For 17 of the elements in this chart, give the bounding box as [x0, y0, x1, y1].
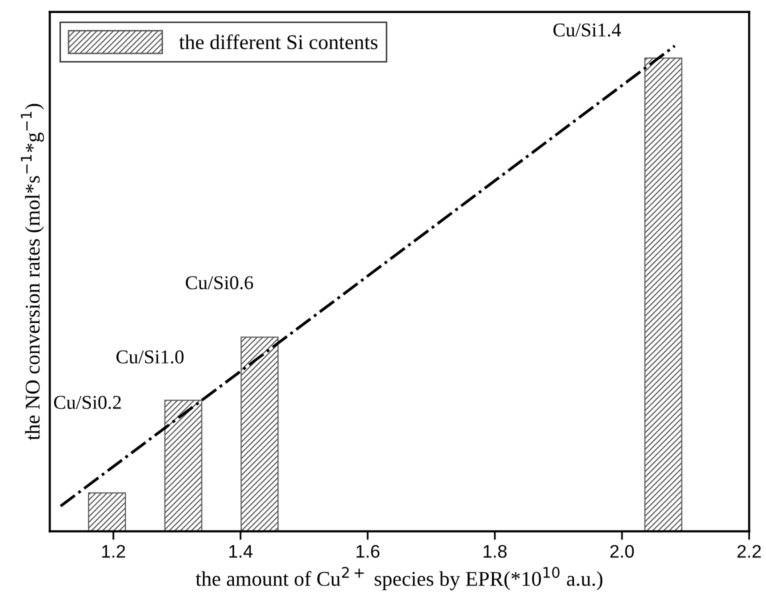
- bar: [164, 400, 202, 532]
- annotation: Cu/Si1.0: [116, 350, 184, 364]
- x-tick-label: 2.2: [738, 545, 761, 558]
- x-axis-title: the amount of Cu$^{2+}$ species by EPR(*10$^{10}$ a.u.): [196, 566, 602, 590]
- text: Cu/Si1.4: [553, 23, 621, 37]
- bar: [240, 336, 279, 532]
- x-tick-label: 2.0: [610, 545, 634, 558]
- bar: [644, 58, 682, 532]
- bar: [88, 492, 126, 532]
- legend-label: the different Si contents: [179, 34, 378, 50]
- x-tick-label: 1.4: [229, 545, 253, 558]
- y-axis-title: the NO conversion rates (mol*s$^{−1}$*g$^{−1}$): [20, 104, 44, 440]
- annotation: Cu/Si0.6: [186, 276, 254, 290]
- x-tick-label: 1.2: [102, 545, 126, 558]
- annotation: Cu/Si0.2: [54, 396, 121, 410]
- x-tick-label: 1.8: [484, 545, 507, 558]
- x-tick-label: 1.6: [356, 545, 380, 558]
